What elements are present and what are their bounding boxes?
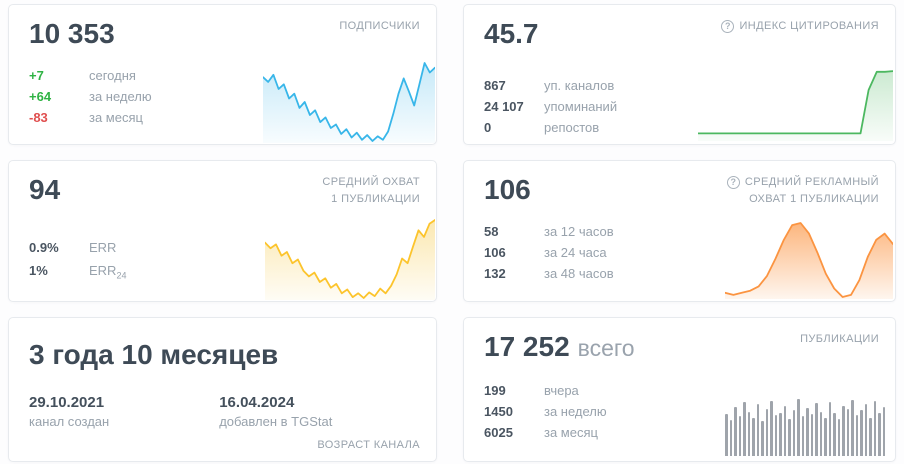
reach-stats: 0.9% ERR 1% ERR24 — [29, 237, 420, 283]
average-ad-reach-card: ? СРЕДНИЙ РЕКЛАМНЫЙ ОХВАТ 1 ПУБЛИКАЦИИ 1… — [463, 160, 896, 302]
citation-channels-label: уп. каналов — [544, 77, 615, 93]
ad-reach-12h-value: 58 — [484, 223, 499, 239]
posts-month-value: 6025 — [484, 424, 513, 440]
stat-row-month: 6025 за месяц — [484, 422, 879, 443]
publications-stats: 199 вчера 1450 за неделю 6025 за месяц — [484, 380, 879, 443]
average-reach-title-line2: 1 ПУБЛИКАЦИИ — [331, 192, 420, 205]
stat-row-week: +64 за неделю — [29, 86, 420, 107]
channel-age-dates: 29.10.2021 канал создан 16.04.2024 добав… — [29, 392, 420, 430]
stat-row-reposts: 0 репостов — [484, 117, 879, 138]
subscribers-card: ПОДПИСЧИКИ 10 353 +7 сегодня +64 за неде… — [8, 4, 437, 145]
citation-mentions-value: 24 107 — [484, 98, 524, 114]
added-block: 16.04.2024 добавлен в TGStat — [219, 392, 332, 430]
average-reach-card-title: СРЕДНИЙ ОХВАТ 1 ПУБЛИКАЦИИ — [322, 174, 420, 207]
channel-age-value: 3 года 10 месяцев — [29, 339, 279, 370]
subscribers-week-label: за неделю — [89, 88, 152, 104]
subscribers-stats: +7 сегодня +64 за неделю -83 за месяц — [29, 65, 420, 128]
stat-row-err: 0.9% ERR — [29, 237, 420, 260]
citation-reposts-value: 0 — [484, 119, 492, 135]
err24-value: 1% — [29, 262, 48, 278]
subscribers-today-label: сегодня — [89, 67, 136, 83]
ad-reach-48h-value: 132 — [484, 265, 506, 281]
channel-age-card-title: ВОЗРАСТ КАНАЛА — [317, 439, 420, 451]
stat-row-48h: 132 за 48 часов — [484, 263, 879, 284]
ad-reach-title-line1: СРЕДНИЙ РЕКЛАМНЫЙ — [744, 176, 879, 188]
posts-week-value: 1450 — [484, 403, 513, 419]
subscribers-today-value: +7 — [29, 67, 44, 83]
added-label: добавлен в TGStat — [219, 414, 333, 430]
created-label: канал создан — [29, 414, 110, 430]
ad-reach-24h-label: за 24 часа — [544, 244, 607, 260]
ad-reach-title-line2: ОХВАТ 1 ПУБЛИКАЦИИ — [749, 192, 879, 205]
ad-reach-12h-label: за 12 часов — [544, 223, 614, 239]
stat-row-mentions: 24 107 упоминаний — [484, 96, 879, 117]
citation-channels-value: 867 — [484, 77, 506, 93]
ad-reach-48h-label: за 48 часов — [544, 265, 614, 281]
subscribers-month-value: -83 — [29, 109, 48, 125]
average-reach-card: СРЕДНИЙ ОХВАТ 1 ПУБЛИКАЦИИ 94 0.9% ERR 1… — [8, 160, 437, 302]
err-label: ERR — [89, 239, 117, 255]
posts-yesterday-value: 199 — [484, 382, 506, 398]
citation-stats: 867 уп. каналов 24 107 упоминаний 0 репо… — [484, 75, 879, 138]
average-reach-title-line1: СРЕДНИЙ ОХВАТ — [322, 176, 420, 188]
ad-reach-24h-value: 106 — [484, 244, 506, 260]
publications-total: 17 252 всего — [484, 331, 635, 362]
citation-mentions-label: упоминаний — [544, 98, 618, 114]
stat-row-err24: 1% ERR24 — [29, 260, 420, 283]
citation-index-title-text: ИНДЕКС ЦИТИРОВАНИЯ — [739, 20, 879, 32]
stat-row-yesterday: 199 вчера — [484, 380, 879, 401]
citation-index-card: ? ИНДЕКС ЦИТИРОВАНИЯ 45.7 867 уп. канало… — [463, 4, 896, 145]
stat-row-month: -83 за месяц — [29, 107, 420, 128]
citation-reposts-label: репостов — [544, 119, 600, 135]
stat-row-12h: 58 за 12 часов — [484, 221, 879, 242]
stat-row-week: 1450 за неделю — [484, 401, 879, 422]
subscribers-week-value: +64 — [29, 88, 52, 104]
average-ad-reach-card-title: ? СРЕДНИЙ РЕКЛАМНЫЙ ОХВАТ 1 ПУБЛИКАЦИИ — [726, 174, 879, 207]
subscribers-month-label: за месяц — [89, 109, 143, 125]
err24-label: ERR24 — [89, 262, 127, 281]
average-reach-value: 94 — [29, 174, 61, 205]
help-icon[interactable]: ? — [721, 19, 735, 33]
channel-age-card: 3 года 10 месяцев 29.10.2021 канал созда… — [8, 317, 437, 462]
posts-month-label: за месяц — [544, 424, 598, 440]
publications-card: ПУБЛИКАЦИИ 17 252 всего 199 вчера 1450 за… — [463, 317, 896, 462]
help-icon[interactable]: ? — [726, 175, 740, 189]
created-block: 29.10.2021 канал создан — [29, 392, 109, 430]
stat-row-today: +7 сегодня — [29, 65, 420, 86]
citation-index-value: 45.7 — [484, 18, 539, 49]
citation-index-card-title: ? ИНДЕКС ЦИТИРОВАНИЯ — [721, 18, 879, 35]
average-ad-reach-value: 106 — [484, 174, 531, 205]
publications-bar-chart — [725, 396, 885, 456]
ad-reach-stats: 58 за 12 часов 106 за 24 часа 132 за 48 … — [484, 221, 879, 284]
subscribers-card-title: ПОДПИСЧИКИ — [339, 20, 420, 32]
err-value: 0.9% — [29, 239, 59, 255]
created-date: 29.10.2021 — [29, 393, 105, 411]
publications-total-suffix: всего — [577, 335, 635, 361]
added-date: 16.04.2024 — [219, 393, 295, 411]
subscribers-count: 10 353 — [29, 18, 115, 49]
posts-yesterday-label: вчера — [544, 382, 579, 398]
posts-week-label: за неделю — [544, 403, 607, 419]
stat-row-channels: 867 уп. каналов — [484, 75, 879, 96]
stat-row-24h: 106 за 24 часа — [484, 242, 879, 263]
publications-card-title: ПУБЛИКАЦИИ — [800, 333, 879, 345]
